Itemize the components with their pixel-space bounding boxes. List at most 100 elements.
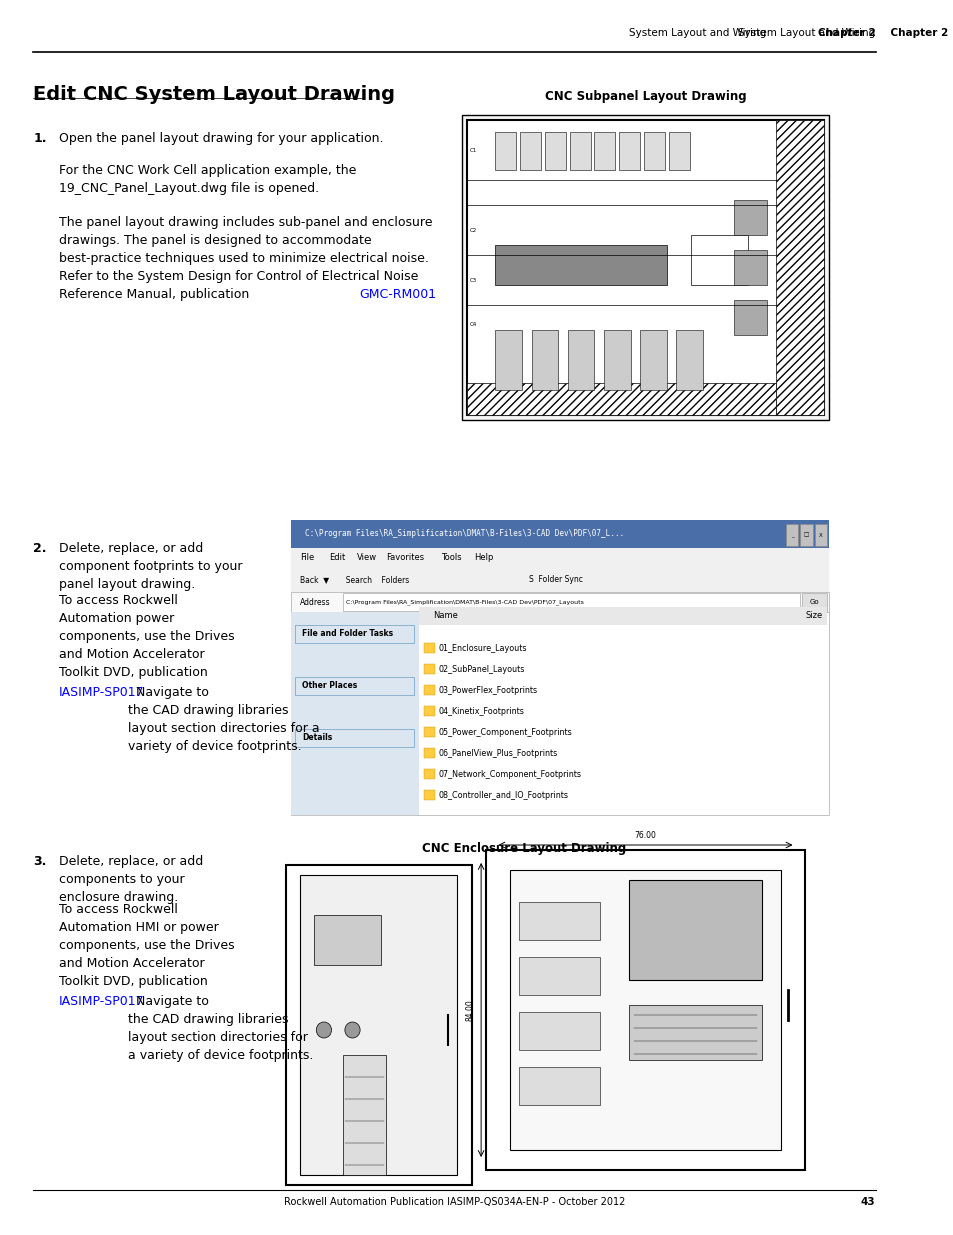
Bar	[295, 677, 414, 695]
Bar	[643, 132, 664, 170]
Bar	[291, 520, 828, 548]
Bar	[423, 748, 435, 758]
Bar	[690, 235, 747, 285]
Bar	[295, 625, 414, 643]
Text: GMC-RM001: GMC-RM001	[358, 288, 436, 301]
Bar	[343, 1055, 385, 1174]
Bar	[423, 769, 435, 779]
Text: Chapter 2: Chapter 2	[817, 28, 875, 38]
Text: CNC Enclosure Layout Drawing: CNC Enclosure Layout Drawing	[421, 842, 625, 855]
Bar	[466, 383, 776, 415]
Bar	[509, 869, 781, 1150]
Bar	[733, 200, 766, 235]
Text: C:\Program Files\RA_Simplification\DMAT\B-Files\3-CAD Dev\PDF\07_Layouts: C:\Program Files\RA_Simplification\DMAT\…	[346, 599, 583, 605]
Bar	[531, 330, 558, 390]
Bar	[291, 548, 828, 568]
Text: 05_Power_Component_Footprints: 05_Power_Component_Footprints	[437, 727, 572, 737]
Text: 76.00: 76.00	[634, 831, 656, 840]
Text: Help: Help	[474, 553, 494, 562]
Text: System Layout and Wiring: System Layout and Wiring	[628, 28, 765, 38]
Text: Address: Address	[300, 598, 331, 606]
Bar	[676, 330, 702, 390]
Bar	[569, 132, 590, 170]
Bar	[776, 120, 823, 415]
Bar	[518, 902, 599, 940]
Bar	[291, 592, 828, 613]
Text: C3: C3	[469, 278, 476, 283]
Text: Back  ▼       Search    Folders: Back ▼ Search Folders	[300, 576, 409, 584]
Bar	[423, 727, 435, 737]
Text: 1.: 1.	[33, 132, 47, 144]
Bar	[291, 613, 828, 815]
Bar	[485, 850, 804, 1170]
Circle shape	[345, 1023, 359, 1037]
Text: 84.00: 84.00	[465, 999, 474, 1021]
Bar	[668, 132, 689, 170]
Text: 3.: 3.	[33, 855, 47, 868]
Text: Size: Size	[805, 611, 822, 620]
Bar	[291, 613, 418, 815]
Text: Edit CNC System Layout Drawing: Edit CNC System Layout Drawing	[33, 85, 395, 104]
Text: For the CNC Work Cell application example, the
19_CNC_Panel_Layout.dwg file is o: For the CNC Work Cell application exampl…	[59, 164, 356, 195]
Text: IASIMP-SP017: IASIMP-SP017	[59, 685, 145, 699]
Bar	[518, 1067, 599, 1105]
Text: File and Folder Tasks: File and Folder Tasks	[302, 630, 393, 638]
Text: C:\Program Files\RA_Simplification\DMAT\B-Files\3-CAD Dev\PDF\07_L...: C:\Program Files\RA_Simplification\DMAT\…	[305, 530, 623, 538]
Text: C2: C2	[469, 227, 476, 232]
Text: _: _	[790, 532, 793, 537]
Bar	[628, 881, 761, 981]
Bar	[423, 790, 435, 800]
Bar	[518, 1011, 599, 1050]
Bar	[418, 606, 800, 625]
Text: View: View	[356, 553, 377, 562]
Bar	[423, 685, 435, 695]
Text: Chapter 2: Chapter 2	[875, 28, 946, 38]
Bar	[594, 132, 615, 170]
Bar	[423, 706, 435, 716]
Bar	[295, 729, 414, 747]
Bar	[495, 132, 516, 170]
Bar	[519, 132, 540, 170]
Text: Name: Name	[433, 611, 457, 620]
Text: 2.: 2.	[33, 542, 47, 555]
Bar	[603, 330, 630, 390]
Text: 04_Kinetix_Footprints: 04_Kinetix_Footprints	[437, 706, 523, 716]
Bar	[495, 330, 521, 390]
Text: C4: C4	[469, 322, 476, 327]
Text: IASIMP-SP017: IASIMP-SP017	[59, 995, 145, 1008]
Text: Rockwell Automation Publication IASIMP-QS034A-EN-P - October 2012: Rockwell Automation Publication IASIMP-Q…	[283, 1197, 624, 1207]
Bar	[518, 957, 599, 995]
Text: 06_PanelView_Plus_Footprints: 06_PanelView_Plus_Footprints	[437, 748, 557, 758]
Text: 07_Network_Component_Footprints: 07_Network_Component_Footprints	[437, 769, 580, 779]
Bar	[286, 864, 471, 1186]
Text: 08_Controller_and_IO_Footprints: 08_Controller_and_IO_Footprints	[437, 790, 568, 800]
Text: Other Places: Other Places	[302, 682, 356, 690]
Bar	[495, 245, 666, 285]
Text: To access Rockwell
Automation HMI or power
components, use the Drives
and Motion: To access Rockwell Automation HMI or pow…	[59, 903, 234, 988]
Bar	[423, 643, 435, 653]
Text: 03_PowerFlex_Footprints: 03_PowerFlex_Footprints	[437, 685, 537, 695]
Bar	[801, 593, 826, 611]
Text: Delete, replace, or add
components to your
enclosure drawing.: Delete, replace, or add components to yo…	[59, 855, 203, 904]
Circle shape	[316, 1023, 332, 1037]
Text: . Navigate to
the CAD drawing libraries
layout section directories for a
variety: . Navigate to the CAD drawing libraries …	[128, 685, 319, 753]
Text: Open the panel layout drawing for your application.: Open the panel layout drawing for your a…	[59, 132, 383, 144]
Text: X: X	[818, 532, 821, 537]
Bar	[733, 249, 766, 285]
Text: C1: C1	[469, 147, 476, 152]
Bar	[785, 524, 798, 546]
Text: Edit: Edit	[329, 553, 345, 562]
Text: File: File	[300, 553, 314, 562]
Text: The panel layout drawing includes sub-panel and enclosure
drawings. The panel is: The panel layout drawing includes sub-pa…	[59, 216, 432, 301]
Text: To access Rockwell
Automation power
components, use the Drives
and Motion Accele: To access Rockwell Automation power comp…	[59, 594, 234, 679]
Bar	[544, 132, 565, 170]
Bar	[800, 524, 812, 546]
Text: 02_SubPanel_Layouts: 02_SubPanel_Layouts	[437, 664, 524, 674]
Text: .: .	[427, 288, 432, 301]
Bar	[466, 120, 823, 415]
Text: 01_Enclosure_Layouts: 01_Enclosure_Layouts	[437, 643, 526, 653]
Bar	[567, 330, 594, 390]
Text: Delete, replace, or add
component footprints to your
panel layout drawing.: Delete, replace, or add component footpr…	[59, 542, 242, 592]
Text: Go: Go	[809, 599, 819, 605]
Bar	[423, 664, 435, 674]
